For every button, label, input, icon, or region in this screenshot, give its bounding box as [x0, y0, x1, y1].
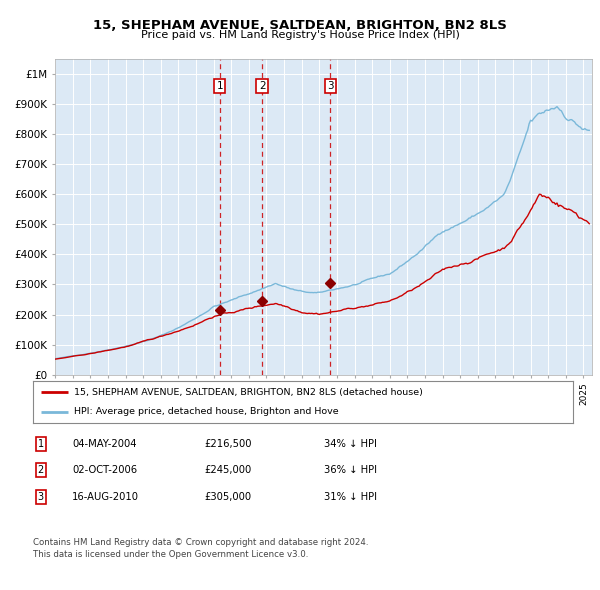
Text: HPI: Average price, detached house, Brighton and Hove: HPI: Average price, detached house, Brig…	[74, 407, 338, 416]
Text: 3: 3	[38, 492, 44, 502]
Text: 02-OCT-2006: 02-OCT-2006	[72, 466, 137, 475]
Text: 04-MAY-2004: 04-MAY-2004	[72, 439, 137, 448]
Text: 16-AUG-2010: 16-AUG-2010	[72, 492, 139, 502]
Text: 1: 1	[38, 439, 44, 448]
Text: 15, SHEPHAM AVENUE, SALTDEAN, BRIGHTON, BN2 8LS (detached house): 15, SHEPHAM AVENUE, SALTDEAN, BRIGHTON, …	[74, 388, 422, 396]
Text: £216,500: £216,500	[204, 439, 251, 448]
Text: Contains HM Land Registry data © Crown copyright and database right 2024.: Contains HM Land Registry data © Crown c…	[33, 538, 368, 547]
Text: 2: 2	[38, 466, 44, 475]
Text: 34% ↓ HPI: 34% ↓ HPI	[324, 439, 377, 448]
Text: Price paid vs. HM Land Registry's House Price Index (HPI): Price paid vs. HM Land Registry's House …	[140, 30, 460, 40]
Text: £305,000: £305,000	[204, 492, 251, 502]
Text: 3: 3	[327, 81, 334, 91]
Text: 36% ↓ HPI: 36% ↓ HPI	[324, 466, 377, 475]
Text: 1: 1	[217, 81, 223, 91]
Text: £245,000: £245,000	[204, 466, 251, 475]
Text: 2: 2	[259, 81, 265, 91]
Text: 31% ↓ HPI: 31% ↓ HPI	[324, 492, 377, 502]
Text: This data is licensed under the Open Government Licence v3.0.: This data is licensed under the Open Gov…	[33, 550, 308, 559]
Text: 15, SHEPHAM AVENUE, SALTDEAN, BRIGHTON, BN2 8LS: 15, SHEPHAM AVENUE, SALTDEAN, BRIGHTON, …	[93, 19, 507, 32]
